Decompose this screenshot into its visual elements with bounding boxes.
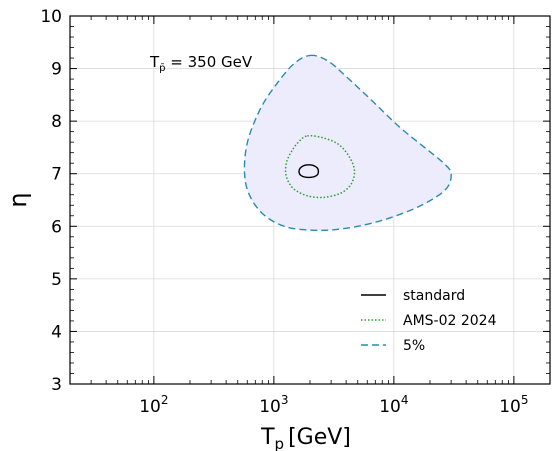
y-tick-label: 7 bbox=[51, 165, 62, 185]
y-tick-label: 6 bbox=[51, 217, 62, 237]
contours bbox=[243, 54, 452, 232]
y-tick-label: 3 bbox=[51, 375, 62, 395]
x-tick-label: 103 bbox=[259, 393, 288, 417]
annotation-rest: = 350 GeV bbox=[166, 53, 253, 71]
annotation-threshold: Tp̄ = 350 GeV bbox=[149, 53, 253, 74]
x-tick-label: 102 bbox=[139, 393, 168, 417]
y-tick-label: 8 bbox=[51, 112, 62, 132]
five-percent-region bbox=[244, 55, 452, 231]
x-tick-label: 105 bbox=[499, 393, 528, 417]
plot-frame bbox=[69, 15, 551, 385]
x-tick-label-exponent: 3 bbox=[281, 393, 289, 407]
x-axis-label-sub: p bbox=[275, 435, 285, 451]
x-tick-label-base: 10 bbox=[379, 397, 401, 417]
legend: standard AMS-02 2024 5% bbox=[361, 288, 497, 354]
x-tick-labels: 102 103 104 105 bbox=[139, 393, 528, 417]
x-axis-label: Tp [GeV] bbox=[260, 425, 351, 451]
x-tick-label-exponent: 2 bbox=[161, 393, 169, 407]
five-percent-contour bbox=[243, 54, 452, 232]
x-tick-label-exponent: 5 bbox=[521, 393, 529, 407]
y-tick-label: 5 bbox=[51, 270, 62, 290]
x-tick-label-base: 10 bbox=[499, 397, 521, 417]
legend-label-standard: standard bbox=[403, 288, 465, 304]
legend-label-ams: AMS-02 2024 bbox=[403, 313, 497, 329]
y-tick-label: 9 bbox=[51, 60, 62, 80]
x-tick-label: 104 bbox=[379, 393, 408, 417]
annotation-main: T bbox=[149, 53, 160, 71]
y-tick-label: 4 bbox=[51, 322, 62, 342]
y-axis-label: η bbox=[4, 192, 32, 207]
x-tick-label-exponent: 4 bbox=[401, 393, 409, 407]
x-axis-label-main: T bbox=[260, 425, 275, 450]
x-tick-label-base: 10 bbox=[139, 397, 161, 417]
y-tick-label: 10 bbox=[40, 7, 62, 27]
y-tick-labels: 3 4 5 6 7 8 9 10 bbox=[40, 7, 62, 395]
standard-contour bbox=[298, 164, 320, 179]
axis-ticks bbox=[69, 15, 551, 385]
x-axis-label-unit: [GeV] bbox=[288, 425, 351, 450]
legend-label-five-percent: 5% bbox=[403, 338, 425, 354]
x-tick-label-base: 10 bbox=[259, 397, 281, 417]
ams-02-2024-contour bbox=[284, 134, 356, 199]
annotation-sub: p̄ bbox=[159, 63, 165, 74]
